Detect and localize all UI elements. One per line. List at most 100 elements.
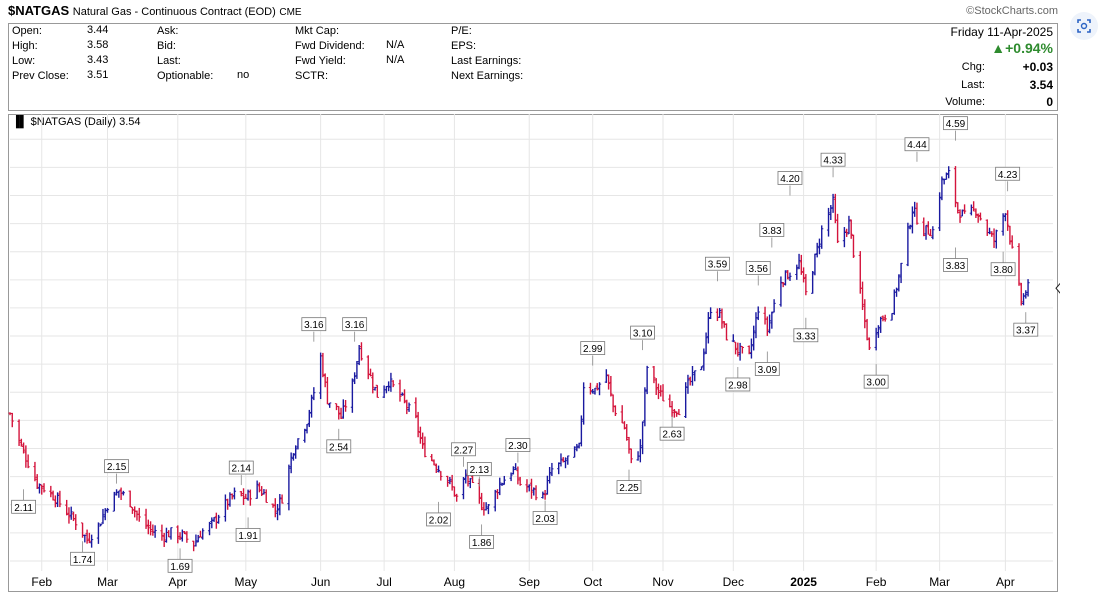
x-tick-label: 2025: [790, 575, 817, 589]
volume-label: Volume:: [945, 96, 985, 108]
chart-legend: ▐▌ $NATGAS (Daily) 3.54: [12, 116, 140, 128]
x-tick-label: Oct: [583, 575, 602, 589]
data-label-box: [1013, 322, 1039, 337]
data-label: 3.16: [304, 320, 324, 331]
data-label: 2.14: [232, 464, 252, 475]
data-label: 3.83: [946, 261, 966, 272]
fwd-dividend-label: Fwd Dividend:: [295, 40, 365, 52]
high-label: High:: [12, 40, 38, 52]
data-label: 2.27: [454, 445, 474, 456]
data-label-box: [943, 116, 968, 131]
bid-label: Bid:: [157, 40, 176, 52]
last-label-right: Last:: [961, 79, 985, 91]
data-label: 4.20: [780, 174, 800, 185]
data-label-box: [754, 362, 780, 376]
data-label-box: [725, 377, 751, 392]
last-value-tag: [1055, 282, 1060, 294]
legend-text: $NATGAS (Daily) 3.54: [30, 116, 141, 128]
x-tick-label: May: [234, 575, 257, 589]
data-label: 3.09: [758, 365, 778, 376]
quote-date: Friday 11-Apr-2025: [950, 25, 1054, 39]
fwd-yield-value: N/A: [386, 54, 405, 66]
x-tick-label: Mar: [97, 575, 118, 589]
x-tick-label: Jul: [376, 575, 391, 589]
optionable-label: Optionable:: [157, 70, 214, 82]
open-label: Open:: [12, 25, 42, 37]
data-label-box: [630, 325, 656, 340]
ask-label: Ask:: [157, 25, 179, 37]
data-label-box: [995, 166, 1021, 181]
data-label: 2.98: [728, 380, 748, 391]
data-label-box: [820, 152, 846, 167]
last-label: Last:: [157, 55, 181, 67]
percent-change: ▲+0.94%: [991, 40, 1053, 56]
data-label-box: [167, 558, 193, 573]
data-label: 2.25: [619, 483, 639, 494]
x-tick-label: Apr: [168, 575, 187, 589]
x-tick-label: Mar: [929, 575, 950, 589]
exchange: CME: [279, 7, 302, 18]
data-label-box: [466, 462, 492, 476]
open-value: 3.44: [87, 24, 109, 36]
x-tick-label: Jun: [311, 575, 330, 589]
optionable-value: no: [237, 69, 250, 81]
data-label-box: [659, 426, 685, 441]
prev-close-value: 3.51: [87, 69, 109, 81]
x-tick-label: Feb: [866, 575, 887, 589]
data-label: 2.99: [583, 344, 603, 355]
data-label: 3.59: [708, 260, 728, 271]
data-label: 4.33: [823, 156, 843, 167]
data-label-box: [301, 317, 327, 332]
x-tick-label: Sep: [519, 575, 541, 589]
data-label: 2.02: [429, 515, 449, 526]
low-value: 3.43: [87, 54, 109, 66]
change-label: Chg:: [961, 61, 985, 73]
data-label-box: [616, 480, 642, 494]
symbol-header: $NATGAS Natural Gas - Continuous Contrac…: [8, 3, 302, 18]
data-label-box: [580, 341, 606, 355]
price-chart: 1.61.82.02.22.42.62.83.03.23.43.63.84.04…: [8, 114, 1060, 589]
data-label: 1.74: [73, 555, 93, 566]
data-label-box: [11, 499, 37, 514]
sctr-label: SCTR:: [295, 70, 328, 82]
fwd-dividend-value: N/A: [386, 39, 405, 51]
data-label-box: [793, 328, 819, 343]
data-label-box: [759, 223, 785, 237]
x-tick-label: Nov: [652, 575, 673, 589]
fwd-yield-label: Fwd Yield:: [295, 55, 346, 67]
data-label: 3.16: [345, 320, 365, 331]
data-label: 3.83: [762, 226, 782, 237]
data-label: 4.44: [907, 140, 927, 151]
data-label-box: [863, 374, 889, 389]
data-label-box: [426, 512, 451, 527]
screenshot-tool-button[interactable]: [1070, 12, 1098, 40]
data-label-box: [532, 511, 558, 525]
data-label: 3.80: [993, 265, 1013, 276]
data-label: 3.10: [633, 329, 653, 340]
data-label-box: [342, 317, 368, 332]
x-tick-label: Aug: [444, 575, 465, 589]
data-label-box: [70, 551, 95, 566]
data-label-box: [104, 459, 129, 474]
data-label-box: [904, 137, 930, 152]
data-label: 3.00: [866, 378, 886, 389]
low-label: Low:: [12, 55, 36, 67]
next-earnings-label: Next Earnings:: [451, 70, 524, 82]
data-label: 3.33: [796, 331, 816, 342]
data-label: 1.69: [170, 562, 190, 573]
data-label: 2.03: [535, 514, 555, 525]
volume-value: 0: [1046, 95, 1053, 109]
pe-label: P/E:: [451, 25, 472, 37]
last-value-right: 3.54: [1029, 78, 1053, 92]
data-label: 2.30: [508, 441, 528, 452]
data-label-box: [990, 262, 1016, 277]
data-label-box: [469, 535, 495, 549]
data-label: 4.59: [946, 119, 966, 130]
symbol-description: Natural Gas - Continuous Contract (EOD): [72, 6, 276, 18]
data-label: 4.23: [998, 170, 1018, 181]
eps-label: EPS:: [451, 40, 477, 52]
data-label-box: [505, 438, 531, 452]
data-label-box: [228, 460, 254, 475]
data-label: 1.86: [472, 538, 492, 549]
change-value: +0.03: [1022, 60, 1053, 74]
